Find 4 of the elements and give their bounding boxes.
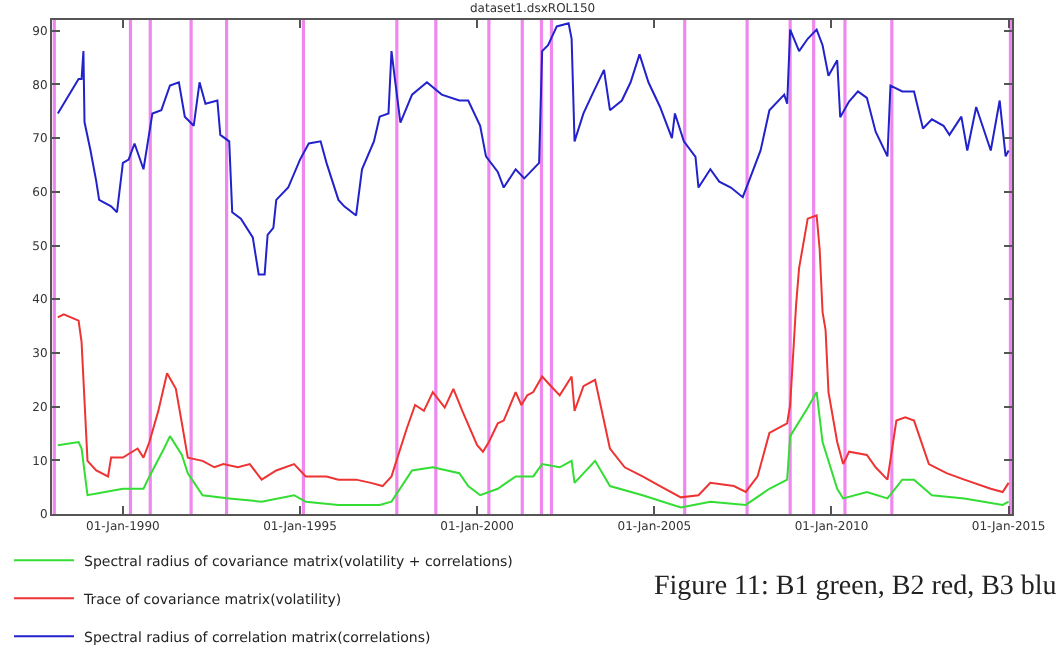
line-series xyxy=(56,391,1010,509)
line-series xyxy=(56,22,1010,276)
caption: Figure 11: B1 green, B2 red, B3 blu xyxy=(654,572,1057,602)
line-series xyxy=(56,214,1010,499)
